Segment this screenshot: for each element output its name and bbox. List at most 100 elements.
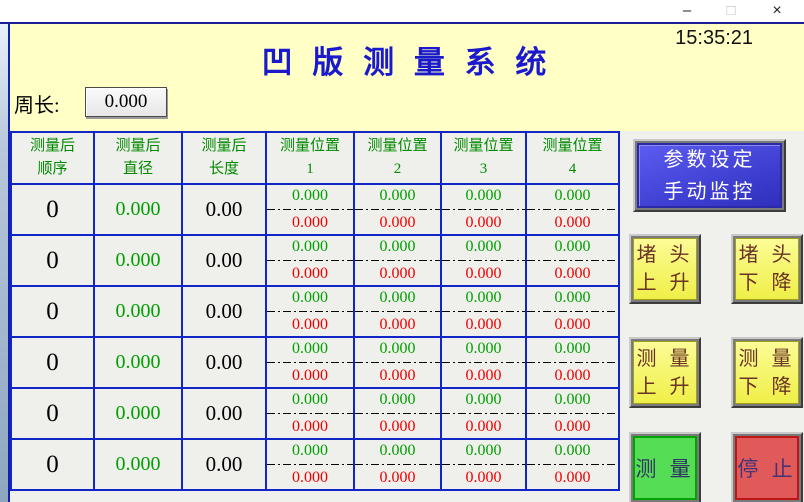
pos-upper-value: 0.000 bbox=[379, 289, 416, 306]
pos-lower-value: 0.000 bbox=[292, 367, 328, 384]
table-row: 0 0.000 0.00 0.000 0.000 0.000 0.000 0.000… bbox=[10, 234, 620, 287]
dash-divider bbox=[442, 209, 525, 210]
table-row: 0 0.000 0.00 0.000 0.000 0.000 0.000 0.000… bbox=[10, 438, 620, 491]
stop-button-label: 停 止 bbox=[737, 457, 797, 481]
cell-position: 0.000 0.000 bbox=[353, 285, 442, 338]
maximize-icon[interactable]: □ bbox=[726, 2, 736, 19]
close-icon[interactable]: × bbox=[772, 2, 782, 19]
measure-down-line1: 测 量 bbox=[738, 347, 796, 370]
page-title: 凹 版 测 量 系 统 bbox=[261, 45, 553, 80]
dash-divider bbox=[267, 260, 353, 261]
pos-upper-value: 0.000 bbox=[379, 442, 416, 459]
pos-upper-value: 0.000 bbox=[292, 238, 328, 255]
header-pos1: 测量位置 1 bbox=[265, 131, 355, 185]
cell-position: 0.000 0.000 bbox=[265, 438, 355, 491]
table-row: 0 0.000 0.00 0.000 0.000 0.000 0.000 0.000… bbox=[10, 387, 620, 440]
cell-diameter: 0.000 bbox=[93, 285, 183, 338]
pos-upper-value: 0.000 bbox=[554, 391, 591, 408]
pos-lower-value: 0.000 bbox=[554, 265, 591, 282]
cell-seq: 0 bbox=[10, 438, 95, 491]
header-pos2: 测量位置 2 bbox=[353, 131, 442, 185]
cell-length: 0.00 bbox=[181, 234, 267, 287]
measure-down-button[interactable]: 测 量 下 降 bbox=[731, 337, 803, 408]
pos-upper-value: 0.000 bbox=[554, 289, 591, 306]
cell-position: 0.000 0.000 bbox=[265, 285, 355, 338]
measure-up-line1: 测 量 bbox=[636, 347, 694, 370]
cell-length: 0.00 bbox=[181, 387, 267, 440]
cell-diameter: 0.000 bbox=[93, 387, 183, 440]
minimize-icon[interactable]: – bbox=[682, 2, 692, 19]
pos-lower-value: 0.000 bbox=[554, 367, 591, 384]
dash-divider bbox=[267, 362, 353, 363]
pos-lower-value: 0.000 bbox=[292, 418, 328, 435]
pos-upper-value: 0.000 bbox=[465, 442, 502, 459]
content-left-border bbox=[8, 24, 10, 502]
plug-down-button[interactable]: 堵 头 下 降 bbox=[731, 234, 803, 304]
dash-divider bbox=[267, 311, 353, 312]
pos-lower-value: 0.000 bbox=[554, 469, 591, 486]
cell-length: 0.00 bbox=[181, 438, 267, 491]
cell-seq: 0 bbox=[10, 336, 95, 389]
dash-divider bbox=[355, 260, 440, 261]
pos-upper-value: 0.000 bbox=[379, 187, 416, 204]
cell-diameter: 0.000 bbox=[93, 336, 183, 389]
pos-lower-value: 0.000 bbox=[379, 214, 416, 231]
stop-button[interactable]: 停 止 bbox=[731, 432, 803, 502]
cell-position: 0.000 0.000 bbox=[440, 387, 527, 440]
pos-lower-value: 0.000 bbox=[292, 265, 328, 282]
dash-divider bbox=[442, 260, 525, 261]
cell-position: 0.000 0.000 bbox=[440, 234, 527, 287]
pos-lower-value: 0.000 bbox=[465, 265, 502, 282]
cell-seq: 0 bbox=[10, 183, 95, 236]
pos-lower-value: 0.000 bbox=[379, 265, 416, 282]
header-seq: 测量后 顺序 bbox=[10, 131, 95, 185]
cell-position: 0.000 0.000 bbox=[265, 234, 355, 287]
pos-upper-value: 0.000 bbox=[554, 187, 591, 204]
cell-length: 0.00 bbox=[181, 183, 267, 236]
cell-length: 0.00 bbox=[181, 336, 267, 389]
cell-diameter: 0.000 bbox=[93, 234, 183, 287]
measure-button-label: 测 量 bbox=[635, 457, 695, 481]
measure-button[interactable]: 测 量 bbox=[629, 432, 701, 502]
pos-upper-value: 0.000 bbox=[554, 238, 591, 255]
plug-up-line1: 堵 头 bbox=[636, 244, 694, 266]
window-left-frame bbox=[0, 24, 8, 502]
pos-lower-value: 0.000 bbox=[292, 316, 328, 333]
plug-up-button[interactable]: 堵 头 上 升 bbox=[629, 234, 701, 304]
table-header-row: 测量后 顺序 测量后 直径 测量后 长度 测量位置 1 测量位置 2 测量位置 3 测量位置… bbox=[10, 131, 620, 185]
dash-divider bbox=[442, 362, 525, 363]
cell-position: 0.000 0.000 bbox=[525, 336, 620, 389]
measure-up-button[interactable]: 测 量 上 升 bbox=[629, 337, 701, 408]
dash-divider bbox=[527, 413, 618, 414]
dash-divider bbox=[527, 362, 618, 363]
pos-upper-value: 0.000 bbox=[292, 289, 328, 306]
header-diameter: 测量后 直径 bbox=[93, 131, 183, 185]
perimeter-input[interactable]: 0.000 bbox=[85, 87, 167, 117]
pos-upper-value: 0.000 bbox=[465, 391, 502, 408]
cell-seq: 0 bbox=[10, 234, 95, 287]
cell-position: 0.000 0.000 bbox=[525, 285, 620, 338]
dash-divider bbox=[267, 209, 353, 210]
cell-position: 0.000 0.000 bbox=[440, 336, 527, 389]
cell-position: 0.000 0.000 bbox=[353, 183, 442, 236]
cell-position: 0.000 0.000 bbox=[525, 387, 620, 440]
pos-lower-value: 0.000 bbox=[379, 367, 416, 384]
cell-position: 0.000 0.000 bbox=[440, 285, 527, 338]
pos-lower-value: 0.000 bbox=[292, 214, 328, 231]
pos-upper-value: 0.000 bbox=[379, 340, 416, 357]
plug-up-line2: 上 升 bbox=[636, 272, 694, 294]
pos-lower-value: 0.000 bbox=[465, 367, 502, 384]
pos-lower-value: 0.000 bbox=[554, 418, 591, 435]
dash-divider bbox=[442, 311, 525, 312]
pos-upper-value: 0.000 bbox=[465, 289, 502, 306]
pos-upper-value: 0.000 bbox=[292, 442, 328, 459]
dash-divider bbox=[355, 362, 440, 363]
cell-position: 0.000 0.000 bbox=[353, 234, 442, 287]
pos-lower-value: 0.000 bbox=[465, 214, 502, 231]
dash-divider bbox=[267, 413, 353, 414]
dash-divider bbox=[355, 311, 440, 312]
pos-upper-value: 0.000 bbox=[465, 238, 502, 255]
param-setting-manual-monitor-button[interactable]: 参数设定 手动监控 bbox=[633, 139, 786, 212]
cell-seq: 0 bbox=[10, 285, 95, 338]
